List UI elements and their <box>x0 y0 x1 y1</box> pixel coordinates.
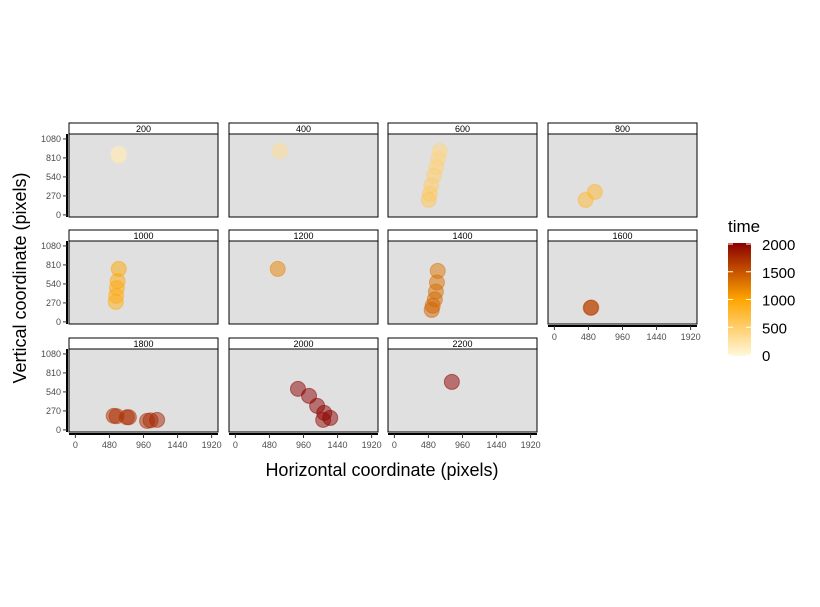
facet-panel-400: 400 <box>228 122 379 218</box>
data-point <box>586 183 603 200</box>
facet-panel-1000: 1000 0 270 540 810 1080 <box>41 229 219 327</box>
y-tick-label: 0 <box>56 425 61 435</box>
x-tick-label: 1440 <box>328 440 348 450</box>
y-tick-label: 270 <box>46 406 61 416</box>
facet-label: 400 <box>296 124 311 134</box>
facet-label: 1200 <box>293 231 313 241</box>
legend-tick-label: 500 <box>762 320 787 337</box>
x-tick-label: 1920 <box>681 332 701 342</box>
panel-background <box>387 240 538 325</box>
x-tick-label: 1920 <box>202 440 222 450</box>
data-point <box>583 299 600 316</box>
y-tick-label: 810 <box>46 260 61 270</box>
data-point <box>269 260 286 277</box>
x-tick-label: 1440 <box>487 440 507 450</box>
panel-background <box>228 240 379 325</box>
facet-panel-2200: 2200 0 480 960 1440 1920 <box>387 337 541 450</box>
panel-background <box>387 348 538 433</box>
x-tick-label: 960 <box>296 440 311 450</box>
y-tick-label: 1080 <box>41 241 61 251</box>
data-point <box>120 409 137 426</box>
facet-label: 2000 <box>293 339 313 349</box>
x-axis-title: Horizontal coordinate (pixels) <box>265 460 498 480</box>
y-tick-label: 810 <box>46 368 61 378</box>
data-point <box>110 260 127 277</box>
data-point <box>149 411 166 428</box>
x-tick-label: 0 <box>552 332 557 342</box>
legend-tick-label: 1000 <box>762 293 795 310</box>
panel-background <box>68 133 219 218</box>
y-tick-label: 1080 <box>41 349 61 359</box>
facet-panel-800: 800 <box>547 122 698 218</box>
y-tick-label: 270 <box>46 298 61 308</box>
facet-label: 600 <box>455 124 470 134</box>
panel-background <box>547 240 698 325</box>
data-point <box>322 409 339 426</box>
data-point <box>443 373 460 390</box>
panel-background <box>547 133 698 218</box>
facet-label: 1000 <box>133 231 153 241</box>
panel-background <box>228 133 379 218</box>
panel-background <box>68 240 219 325</box>
y-tick-label: 1080 <box>41 134 61 144</box>
x-tick-label: 1920 <box>362 440 382 450</box>
facet-label: 1800 <box>133 339 153 349</box>
colorbar <box>728 243 751 356</box>
x-tick-label: 0 <box>392 440 397 450</box>
x-tick-label: 0 <box>73 440 78 450</box>
legend-tick-label: 1500 <box>762 265 795 282</box>
x-tick-label: 480 <box>102 440 117 450</box>
facet-panel-2000: 2000 0 480 960 1440 1920 <box>228 337 382 450</box>
x-tick-label: 480 <box>262 440 277 450</box>
y-tick-label: 810 <box>46 153 61 163</box>
y-tick-label: 270 <box>46 191 61 201</box>
x-tick-label: 1440 <box>647 332 667 342</box>
facet-label: 1600 <box>612 231 632 241</box>
x-tick-label: 480 <box>581 332 596 342</box>
facet-panel-600: 600 <box>387 122 538 218</box>
facet-label: 1400 <box>452 231 472 241</box>
x-tick-label: 960 <box>455 440 470 450</box>
data-point <box>420 191 437 208</box>
facet-panel-1200: 1200 <box>228 229 379 325</box>
facet-panel-1800: 1800 0 270 540 810 1080 0 480 960 1440 1920 <box>41 337 222 450</box>
data-point <box>271 142 288 159</box>
y-tick-label: 540 <box>46 172 61 182</box>
y-tick-label: 0 <box>56 317 61 327</box>
panel-background <box>387 133 538 218</box>
facet-panel-200: 200 0 270 540 810 1080 <box>41 122 219 220</box>
x-tick-label: 960 <box>136 440 151 450</box>
x-tick-label: 1440 <box>168 440 188 450</box>
facet-label: 800 <box>615 124 630 134</box>
y-tick-label: 0 <box>56 210 61 220</box>
facet-label: 200 <box>136 124 151 134</box>
y-tick-label: 540 <box>46 387 61 397</box>
facet-panel-1600: 1600 0 480 960 1440 1920 <box>547 229 701 342</box>
legend-tick-label: 0 <box>762 348 770 365</box>
x-tick-label: 960 <box>615 332 630 342</box>
legend-title: time <box>728 217 760 236</box>
x-tick-label: 1920 <box>521 440 541 450</box>
x-tick-label: 0 <box>233 440 238 450</box>
y-axis-title: Vertical coordinate (pixels) <box>10 172 30 383</box>
facet-panel-1400: 1400 <box>387 229 538 325</box>
x-tick-label: 480 <box>421 440 436 450</box>
facet-label: 2200 <box>452 339 472 349</box>
y-tick-label: 540 <box>46 279 61 289</box>
legend-tick-label: 2000 <box>762 237 795 254</box>
legend: time 0 500 1000 1500 2000 <box>728 217 795 365</box>
data-point <box>110 147 127 164</box>
data-point <box>423 301 440 318</box>
